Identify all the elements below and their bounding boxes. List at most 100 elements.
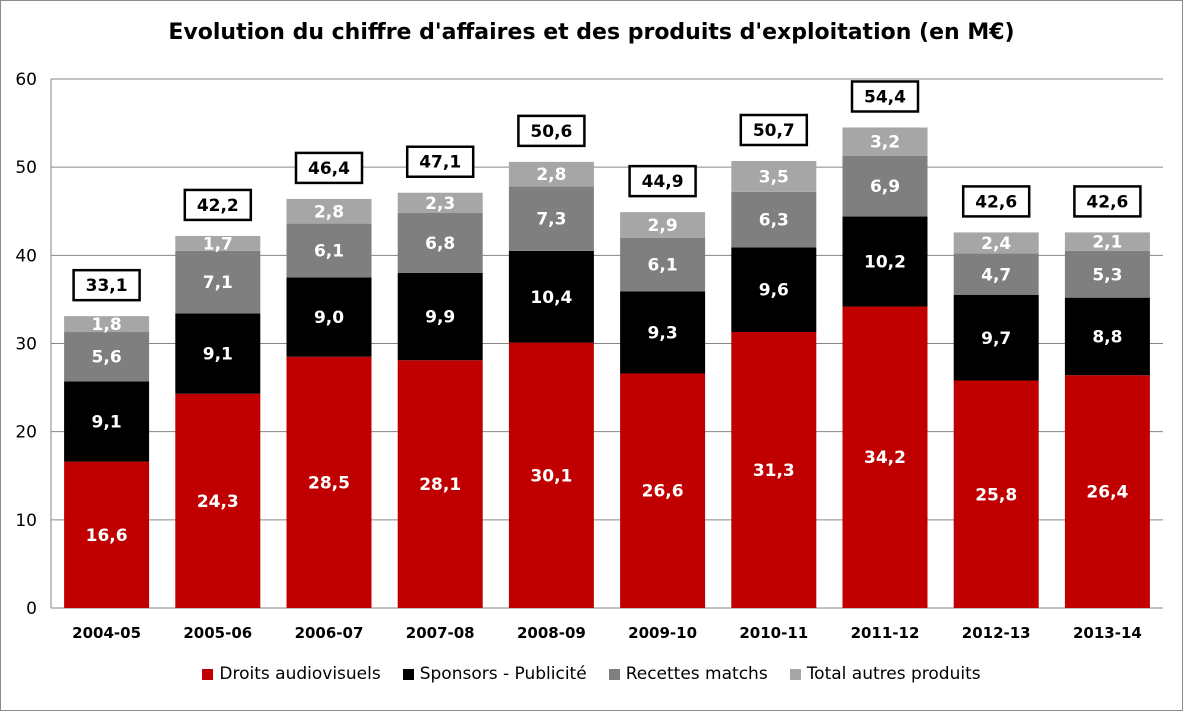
bar-segment bbox=[64, 316, 150, 333]
total-label: 33,1 bbox=[86, 276, 128, 296]
legend-label: Droits audiovisuels bbox=[219, 664, 381, 684]
total-label: 46,4 bbox=[308, 159, 350, 179]
x-tick-label: 2005-06 bbox=[183, 624, 252, 642]
total-label: 42,6 bbox=[975, 192, 1017, 212]
total-label: 54,4 bbox=[864, 87, 906, 107]
data-label: 7,3 bbox=[536, 210, 566, 230]
bar-segment bbox=[842, 155, 928, 217]
legend-item: Sponsors - Publicité bbox=[402, 664, 587, 684]
bar-segment bbox=[286, 277, 372, 357]
bar-segment bbox=[842, 306, 928, 608]
total-label: 42,6 bbox=[1086, 192, 1128, 212]
data-label: 9,6 bbox=[759, 281, 789, 301]
x-tick-label: 2007-08 bbox=[406, 624, 475, 642]
y-tick-label: 30 bbox=[15, 335, 37, 355]
data-label: 4,7 bbox=[981, 265, 1011, 285]
data-label: 9,0 bbox=[314, 308, 344, 328]
bar-segment bbox=[508, 250, 594, 343]
data-label: 16,6 bbox=[86, 526, 128, 546]
total-label-box bbox=[405, 145, 475, 178]
data-label: 6,3 bbox=[759, 211, 789, 231]
bar-segment bbox=[508, 342, 594, 608]
data-label: 25,8 bbox=[975, 485, 1017, 505]
data-label: 2,9 bbox=[648, 216, 678, 236]
legend-label: Total autres produits bbox=[806, 664, 981, 684]
bar-segment bbox=[64, 461, 150, 608]
data-label: 9,3 bbox=[648, 323, 678, 343]
data-label: 6,9 bbox=[870, 177, 900, 197]
data-label: 28,5 bbox=[308, 473, 350, 493]
bar-segment bbox=[508, 186, 594, 251]
bar-segment bbox=[1064, 375, 1150, 608]
x-tick-label: 2011-12 bbox=[851, 624, 920, 642]
data-label: 10,2 bbox=[864, 253, 906, 273]
data-label: 8,8 bbox=[1092, 327, 1122, 347]
legend-swatch bbox=[202, 668, 214, 680]
data-label: 34,2 bbox=[864, 448, 906, 468]
total-label: 44,9 bbox=[642, 172, 684, 192]
legend-swatch bbox=[608, 668, 620, 680]
bar-segment bbox=[175, 235, 261, 251]
bar-segment bbox=[1064, 297, 1150, 376]
bar-segment bbox=[842, 216, 928, 307]
data-label: 6,8 bbox=[425, 234, 455, 254]
x-tick-label: 2012-13 bbox=[962, 624, 1031, 642]
total-label-box bbox=[294, 151, 364, 185]
data-label: 1,8 bbox=[92, 315, 122, 335]
bar-segment bbox=[286, 356, 372, 608]
data-label: 24,3 bbox=[197, 492, 239, 512]
data-label: 2,4 bbox=[981, 234, 1011, 254]
data-label: 31,3 bbox=[753, 461, 795, 481]
total-label-box bbox=[183, 188, 253, 222]
data-label: 9,1 bbox=[92, 413, 122, 433]
y-tick-label: 20 bbox=[15, 423, 37, 443]
total-label: 42,2 bbox=[197, 196, 239, 216]
data-label: 9,7 bbox=[981, 329, 1011, 349]
total-label-box bbox=[628, 164, 697, 198]
bar-segment bbox=[953, 253, 1039, 296]
data-label: 5,6 bbox=[92, 348, 122, 368]
bar-segment bbox=[175, 393, 261, 608]
bar-segment bbox=[620, 373, 706, 608]
data-label: 9,1 bbox=[203, 345, 233, 365]
legend-item: Droits audiovisuels bbox=[202, 664, 381, 684]
bar-segment bbox=[397, 213, 483, 273]
total-label-box bbox=[1073, 185, 1142, 218]
x-tick-label: 2006-07 bbox=[295, 624, 364, 642]
data-label: 5,3 bbox=[1092, 265, 1122, 285]
bar-segment bbox=[1064, 250, 1150, 298]
bar-segment bbox=[397, 360, 483, 608]
bar-segment bbox=[64, 332, 150, 382]
legend-label: Sponsors - Publicité bbox=[419, 664, 587, 684]
bar-segment bbox=[731, 160, 817, 192]
bar-segment bbox=[508, 161, 594, 187]
x-tick-label: 2008-09 bbox=[517, 624, 586, 642]
total-label: 50,7 bbox=[753, 121, 795, 141]
data-label: 2,8 bbox=[536, 165, 566, 185]
bar-segment bbox=[620, 212, 706, 238]
x-tick-label: 2009-10 bbox=[628, 624, 697, 642]
data-label: 7,1 bbox=[203, 273, 233, 293]
bar-segment bbox=[953, 295, 1039, 381]
y-tick-label: 10 bbox=[15, 511, 37, 531]
total-label: 47,1 bbox=[419, 153, 461, 173]
data-label: 26,6 bbox=[642, 482, 684, 502]
bar-segment bbox=[175, 250, 261, 314]
data-label: 26,4 bbox=[1086, 483, 1128, 503]
total-label-box bbox=[739, 113, 809, 147]
legend-item: Recettes matchs bbox=[608, 664, 768, 684]
data-label: 6,1 bbox=[314, 241, 344, 261]
data-label: 2,3 bbox=[425, 194, 455, 214]
y-tick-label: 60 bbox=[15, 70, 37, 90]
legend-item: Total autres produits bbox=[789, 664, 981, 684]
data-label: 10,4 bbox=[530, 288, 572, 308]
legend-label: Recettes matchs bbox=[625, 664, 768, 684]
bar-segment bbox=[731, 332, 817, 608]
data-label: 3,2 bbox=[870, 133, 900, 153]
legend-swatch bbox=[789, 668, 801, 680]
total-label-box bbox=[72, 268, 141, 302]
bar-segment bbox=[286, 223, 372, 278]
bar-segment bbox=[842, 127, 928, 156]
bar-segment bbox=[397, 272, 483, 361]
chart-title: Evolution du chiffre d'affaires et des p… bbox=[168, 20, 1015, 45]
